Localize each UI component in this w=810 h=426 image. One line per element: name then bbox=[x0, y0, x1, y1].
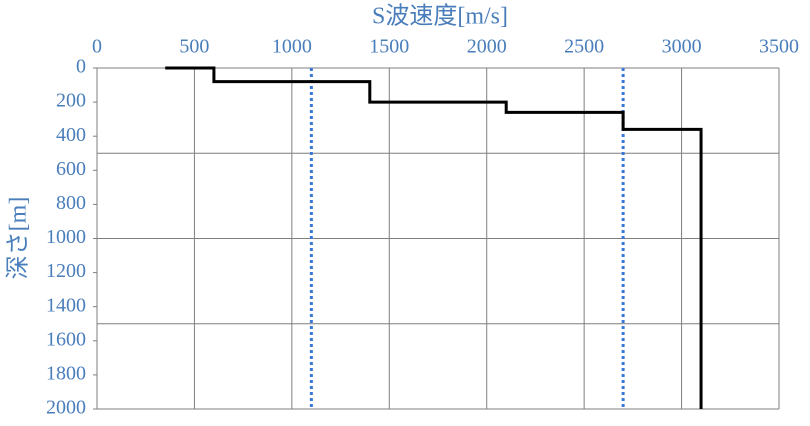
y-tick-label: 0 bbox=[76, 56, 86, 78]
y-tick-label: 2000 bbox=[46, 397, 86, 419]
y-tick-label: 1600 bbox=[46, 328, 86, 350]
y-axis-title: 深さ[m] bbox=[5, 197, 32, 280]
y-tick-label: 1000 bbox=[46, 226, 86, 248]
x-axis-title: S波速度[m/s] bbox=[372, 3, 508, 30]
y-tick-label: 400 bbox=[56, 124, 86, 146]
x-tick-label: 1500 bbox=[369, 36, 409, 58]
x-tick-label: 3500 bbox=[759, 36, 799, 58]
x-tick-label: 2000 bbox=[467, 36, 507, 58]
velocity-line bbox=[165, 66, 703, 409]
x-tick-label: 0 bbox=[92, 36, 102, 58]
y-tick-label: 200 bbox=[56, 90, 86, 112]
y-tick-label: 1800 bbox=[46, 362, 86, 384]
x-tick-label: 1000 bbox=[272, 36, 312, 58]
x-tick-label: 2500 bbox=[564, 36, 604, 58]
x-tick-label: 500 bbox=[179, 36, 209, 58]
y-tick-label: 800 bbox=[56, 192, 86, 214]
y-tick-label: 1400 bbox=[46, 294, 86, 316]
x-tick-label: 3000 bbox=[662, 36, 702, 58]
y-tick-label: 600 bbox=[56, 158, 86, 180]
y-tick-label: 1200 bbox=[46, 260, 86, 282]
